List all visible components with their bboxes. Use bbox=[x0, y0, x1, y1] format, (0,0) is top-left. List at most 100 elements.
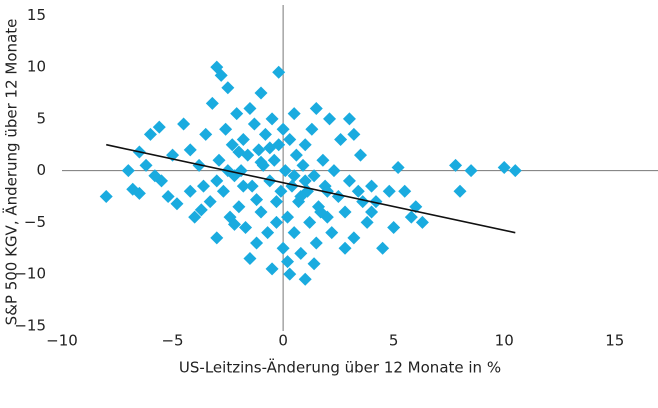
y-tick-label: 15 bbox=[27, 6, 46, 24]
point bbox=[188, 210, 202, 224]
point bbox=[197, 179, 211, 193]
point bbox=[303, 215, 317, 229]
point bbox=[360, 215, 374, 229]
point bbox=[276, 122, 290, 136]
point bbox=[254, 205, 268, 219]
point bbox=[453, 184, 467, 198]
point bbox=[250, 193, 264, 207]
point bbox=[287, 169, 301, 183]
point bbox=[243, 101, 257, 115]
point bbox=[331, 189, 345, 203]
point bbox=[219, 122, 233, 136]
point bbox=[121, 164, 135, 178]
point bbox=[283, 267, 297, 281]
point bbox=[132, 186, 146, 200]
point bbox=[263, 174, 277, 188]
point bbox=[263, 141, 277, 155]
y-tick-label: −10 bbox=[14, 265, 46, 283]
point bbox=[316, 153, 330, 167]
point bbox=[338, 205, 352, 219]
point bbox=[205, 96, 219, 110]
point bbox=[287, 226, 301, 240]
point bbox=[194, 203, 208, 217]
point bbox=[269, 215, 283, 229]
point bbox=[347, 127, 361, 141]
point bbox=[351, 184, 365, 198]
point bbox=[227, 217, 241, 231]
x-tick-label: 0 bbox=[278, 332, 288, 350]
point bbox=[139, 158, 153, 172]
point bbox=[327, 164, 341, 178]
point bbox=[307, 169, 321, 183]
point bbox=[387, 221, 401, 235]
point bbox=[338, 241, 352, 255]
point bbox=[254, 86, 268, 100]
point bbox=[305, 122, 319, 136]
x-axis-label: US-Leitzins-Änderung über 12 Monate in % bbox=[179, 358, 501, 377]
point bbox=[323, 112, 337, 126]
point bbox=[267, 153, 281, 167]
point bbox=[508, 164, 522, 178]
point bbox=[199, 127, 213, 141]
x-tick-label: −5 bbox=[161, 332, 183, 350]
point bbox=[342, 174, 356, 188]
point bbox=[183, 184, 197, 198]
point bbox=[289, 148, 303, 162]
x-tick-label: 5 bbox=[389, 332, 399, 350]
point bbox=[296, 158, 310, 172]
point bbox=[497, 160, 511, 174]
point bbox=[278, 164, 292, 178]
y-tick-label: 5 bbox=[36, 109, 46, 127]
point bbox=[276, 241, 290, 255]
point bbox=[347, 231, 361, 245]
point bbox=[232, 200, 246, 214]
point bbox=[415, 215, 429, 229]
point bbox=[203, 195, 217, 209]
x-tick-label: 15 bbox=[605, 332, 624, 350]
point bbox=[342, 112, 356, 126]
point bbox=[170, 197, 184, 211]
point bbox=[183, 143, 197, 157]
trend-line bbox=[106, 143, 516, 234]
point bbox=[309, 101, 323, 115]
y-axis-label: S&P 500 KGV, Änderung über 12 Monate bbox=[2, 19, 21, 326]
point bbox=[354, 148, 367, 162]
point bbox=[239, 221, 253, 235]
point bbox=[254, 155, 268, 169]
point bbox=[285, 179, 299, 193]
point bbox=[365, 179, 379, 193]
point bbox=[265, 262, 279, 276]
point bbox=[272, 65, 286, 79]
x-tick-label: 10 bbox=[495, 332, 514, 350]
point bbox=[382, 184, 396, 198]
point bbox=[298, 138, 312, 152]
point bbox=[320, 184, 334, 198]
point bbox=[269, 195, 283, 209]
point bbox=[210, 174, 224, 188]
point bbox=[404, 210, 418, 224]
point bbox=[161, 189, 175, 203]
point bbox=[258, 127, 272, 141]
point bbox=[369, 195, 383, 209]
point bbox=[212, 153, 226, 167]
point bbox=[152, 120, 166, 134]
point bbox=[245, 179, 259, 193]
point bbox=[281, 255, 295, 269]
point bbox=[265, 112, 279, 126]
point bbox=[230, 107, 244, 121]
point bbox=[252, 143, 266, 157]
point bbox=[298, 272, 312, 286]
point bbox=[274, 184, 288, 198]
point bbox=[298, 174, 312, 188]
point bbox=[287, 107, 301, 121]
point bbox=[307, 257, 321, 271]
point bbox=[294, 246, 308, 260]
point bbox=[283, 133, 297, 147]
y-tick-label: −5 bbox=[24, 213, 46, 231]
point bbox=[99, 189, 113, 203]
point bbox=[309, 236, 323, 250]
point bbox=[243, 252, 257, 266]
point bbox=[214, 68, 228, 82]
y-tick-label: 10 bbox=[27, 58, 46, 76]
